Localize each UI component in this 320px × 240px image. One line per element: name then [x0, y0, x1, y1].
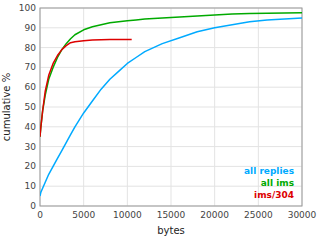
line: [40, 39, 132, 136]
line: [40, 13, 302, 137]
lines: [40, 13, 302, 196]
x-axis-label: bytes: [157, 225, 185, 236]
x-tick-label: 25000: [244, 210, 273, 220]
y-grid-line: [40, 27, 302, 28]
y-tick-label: 20: [25, 161, 37, 171]
legend: all replies all ims ims/304: [244, 166, 294, 200]
y-tick-label: 50: [25, 102, 37, 112]
x-tick-label: 5000: [72, 210, 95, 220]
y-tick-label: 80: [25, 43, 37, 53]
chart: 0 5000 10000 15000 20000 25000 30000 0 10 20 30 40 5…: [0, 0, 320, 240]
x-tick-label: 0: [37, 210, 43, 220]
legend-entry: ims/304: [254, 190, 294, 200]
legend-entry: all replies: [244, 166, 294, 176]
y-tick-label: 70: [25, 62, 37, 72]
background: [0, 0, 320, 240]
y-grid-line: [40, 107, 302, 108]
x-tick-label: 30000: [288, 210, 317, 220]
plot-frame: [40, 8, 302, 206]
y-tick-label: 30: [25, 142, 37, 152]
y-grid-line: [40, 146, 302, 147]
y-tick-label: 10: [25, 181, 37, 191]
y-tick-label: 40: [25, 122, 37, 132]
y-tick-label: 60: [25, 82, 37, 92]
y-grid-line: [40, 47, 302, 48]
y-grid-line: [40, 67, 302, 68]
y-grid-line: [40, 87, 302, 88]
y-grid-line: [40, 126, 302, 127]
grid: [40, 8, 302, 206]
y-tick-label: 90: [25, 23, 37, 33]
y-axis-label: cumulative %: [1, 73, 12, 141]
x-tick-label: 15000: [157, 210, 186, 220]
line: [40, 18, 302, 196]
x-tick-label: 10000: [113, 210, 142, 220]
y-tick-label: 0: [30, 201, 36, 211]
x-tick-label: 20000: [200, 210, 229, 220]
y-tick-label: 100: [19, 3, 36, 13]
legend-entry: all ims: [261, 178, 294, 188]
